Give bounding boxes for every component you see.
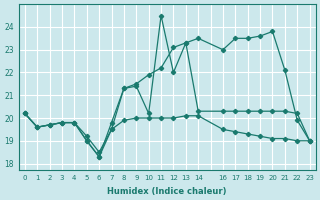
X-axis label: Humidex (Indice chaleur): Humidex (Indice chaleur) [108,187,227,196]
